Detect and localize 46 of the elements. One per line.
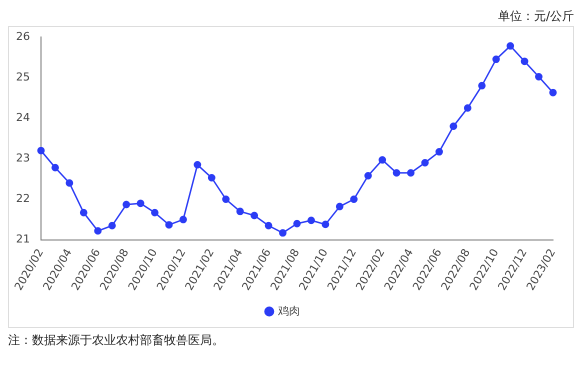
point	[222, 196, 230, 204]
point	[108, 222, 116, 230]
point	[66, 179, 74, 187]
point	[151, 208, 159, 216]
point	[80, 208, 88, 216]
point	[464, 104, 472, 112]
point	[336, 202, 344, 210]
point	[94, 227, 102, 235]
y-tick-label: 22	[16, 192, 30, 206]
point	[322, 220, 330, 228]
point	[293, 220, 301, 228]
point	[122, 200, 130, 208]
point	[179, 216, 187, 224]
legend-label: 鸡肉	[276, 304, 300, 318]
y-tick-label: 23	[16, 152, 30, 165]
point	[279, 229, 287, 237]
point	[407, 169, 415, 177]
y-tick-label: 24	[16, 110, 30, 124]
point	[364, 172, 372, 180]
point	[250, 212, 258, 220]
point	[264, 222, 272, 230]
point	[478, 82, 486, 90]
point	[350, 196, 358, 204]
point	[520, 58, 528, 66]
point	[165, 221, 173, 229]
point	[421, 159, 429, 166]
y-tick-label: 25	[16, 70, 30, 84]
point	[194, 161, 202, 169]
point	[208, 174, 216, 182]
point	[450, 122, 458, 130]
point	[435, 148, 443, 156]
point	[136, 200, 144, 208]
point	[492, 56, 500, 64]
point	[506, 42, 514, 50]
point	[307, 216, 315, 224]
text: 注：数据来源于农业农村部畜牧兽医局。	[8, 332, 225, 349]
text: 单位：元/公斤	[496, 8, 574, 25]
y-tick-label: 21	[16, 232, 30, 246]
point	[51, 164, 59, 172]
y-tick-label: 26	[16, 30, 30, 43]
point	[378, 156, 386, 164]
point	[236, 208, 244, 216]
point	[549, 88, 557, 96]
point	[392, 169, 400, 177]
point	[535, 73, 543, 81]
point	[37, 146, 45, 154]
